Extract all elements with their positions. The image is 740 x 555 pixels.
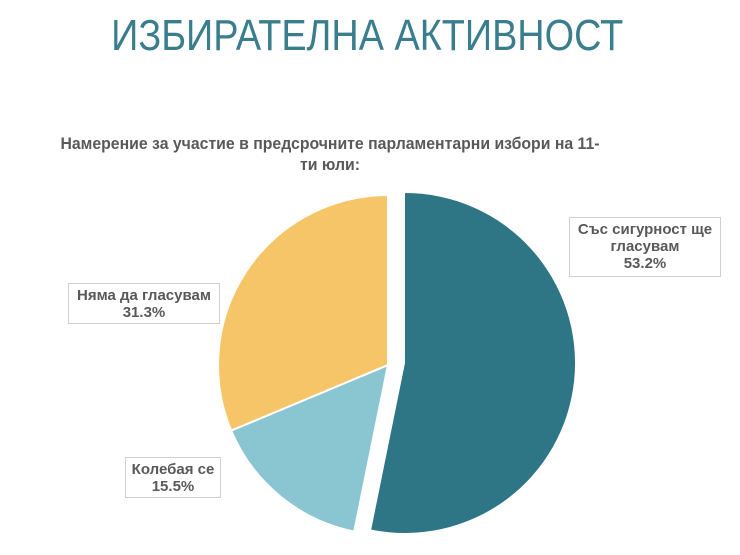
label-value: 53.2% xyxy=(623,255,667,272)
slice-hesitating xyxy=(230,364,389,533)
data-label-will-not-vote: Няма да гласувам 31.3% xyxy=(68,283,220,324)
label-text: гласувам xyxy=(610,238,680,255)
chart-title-line2: ти юли: xyxy=(299,155,360,174)
page-title: ИЗБИРАТЕЛНА АКТИВНОСТ xyxy=(111,11,624,60)
label-value: 15.5% xyxy=(151,478,195,495)
slice-will-vote xyxy=(371,192,576,533)
label-text: Няма да гласувам xyxy=(77,287,211,304)
label-value: 31.3% xyxy=(122,304,166,321)
chart-title-line1: Намерение за участие в предсрочните парл… xyxy=(60,134,600,153)
slice-will-not-vote xyxy=(217,194,389,432)
label-text: Със сигурност ще xyxy=(577,221,713,238)
data-label-will-vote: Със сигурност ще гласувам 53.2% xyxy=(569,217,721,277)
chart-title: Намерение за участие в предсрочните парл… xyxy=(23,133,637,175)
data-label-hesitating: Колебая се 15.5% xyxy=(125,457,221,498)
label-text: Колебая се xyxy=(131,461,215,478)
